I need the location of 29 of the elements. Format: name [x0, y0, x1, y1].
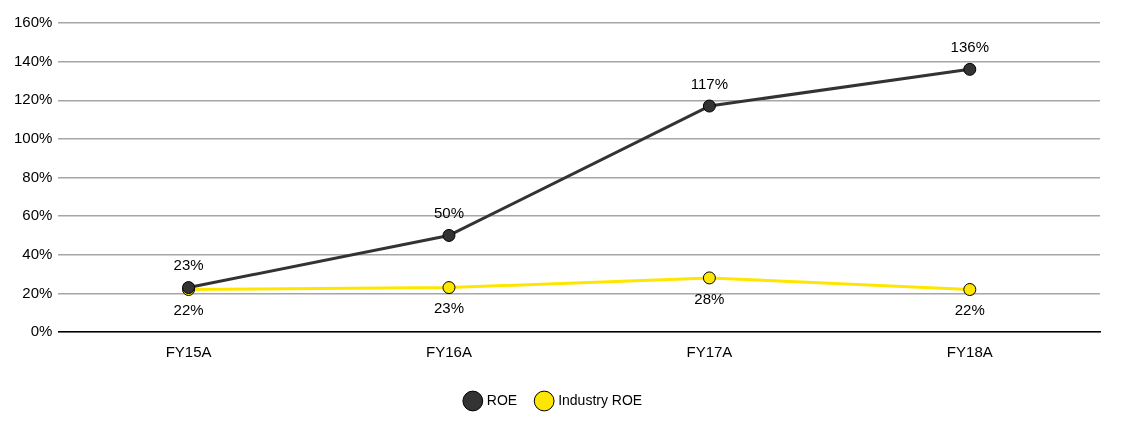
data-label: 136%: [950, 37, 989, 55]
point: [442, 281, 456, 295]
data-label: 28%: [694, 289, 725, 307]
y-tick-label: 140%: [13, 51, 53, 69]
y-tick-label: 80%: [22, 167, 53, 185]
x-tick-label: FY17A: [686, 343, 733, 361]
point: [963, 62, 977, 76]
x-tick-label: FY16A: [426, 343, 472, 361]
data-label: 23%: [433, 299, 464, 317]
point: [963, 283, 977, 297]
point: [702, 99, 716, 113]
data-label: 117%: [690, 74, 729, 92]
data-label: 22%: [954, 301, 985, 319]
x-tick-label: FY15A: [165, 343, 212, 361]
data-label: 23%: [173, 256, 204, 274]
y-tick-label: 20%: [22, 283, 53, 301]
legend-label: Industry ROE: [558, 391, 643, 408]
point: [702, 271, 716, 285]
y-tick-label: 160%: [13, 13, 53, 31]
legend-label: ROE: [486, 391, 518, 408]
data-label: 22%: [173, 301, 204, 319]
point: [442, 228, 456, 242]
y-tick-label: 120%: [13, 90, 53, 108]
y-tick-label: 60%: [22, 206, 53, 224]
y-tick-label: 0%: [30, 322, 53, 340]
data-label: 50%: [433, 204, 464, 222]
y-tick-label: 100%: [13, 129, 53, 147]
x-tick-label: FY18A: [946, 343, 993, 361]
y-tick-label: 40%: [22, 244, 53, 262]
